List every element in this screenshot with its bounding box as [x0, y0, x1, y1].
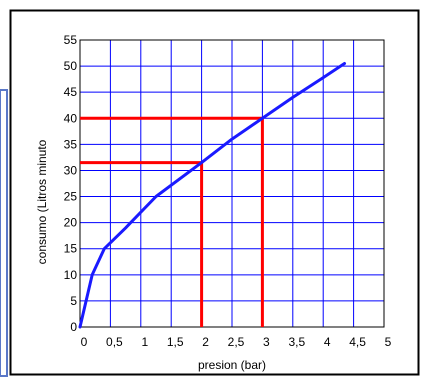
x-tick-label-7: 3,5	[288, 335, 305, 349]
y-tick-label-9: 45	[64, 85, 78, 99]
x-tick-label-1: 0,5	[106, 335, 123, 349]
x-tick-label-8: 4	[324, 335, 331, 349]
series-group	[78, 62, 346, 329]
y-tick-label-4: 20	[64, 216, 78, 230]
x-tick-label-2: 1	[141, 335, 148, 349]
x-tick-label-5: 2,5	[228, 335, 245, 349]
y-tick-label-6: 30	[64, 163, 78, 177]
x-tick-label-0: 0	[81, 335, 88, 349]
x-tick-label-6: 3	[263, 335, 270, 349]
x-tick-labels: 0 0,5 1 1,5 2 2,5 3 3,5 4 4,5 5	[81, 335, 392, 349]
y-tick-label-11: 55	[64, 33, 78, 47]
x-tick-label-10: 5	[385, 335, 392, 349]
y-tick-label-7: 35	[64, 137, 78, 151]
y-tick-label-1: 5	[70, 294, 77, 308]
left-panel	[0, 89, 8, 377]
plot-frame	[79, 39, 385, 328]
y-tick-label-8: 40	[64, 111, 78, 125]
y-tick-labels: 0 5 10 15 20 25 30 35 40 45 50 55	[64, 33, 78, 334]
series-line-0	[78, 62, 346, 329]
x-tick-label-4: 2	[202, 335, 209, 349]
x-axis-label: presion (bar)	[198, 358, 266, 372]
x-tick-label-3: 1,5	[167, 335, 184, 349]
y-tick-label-0: 0	[70, 320, 77, 334]
x-tick-label-9: 4,5	[349, 335, 366, 349]
y-tick-label-2: 10	[64, 268, 78, 282]
y-tick-label-5: 25	[64, 190, 78, 204]
y-axis-label: consumo (Litros minuto	[35, 139, 49, 264]
y-tick-label-3: 15	[64, 242, 78, 256]
y-tick-label-10: 50	[64, 59, 78, 73]
